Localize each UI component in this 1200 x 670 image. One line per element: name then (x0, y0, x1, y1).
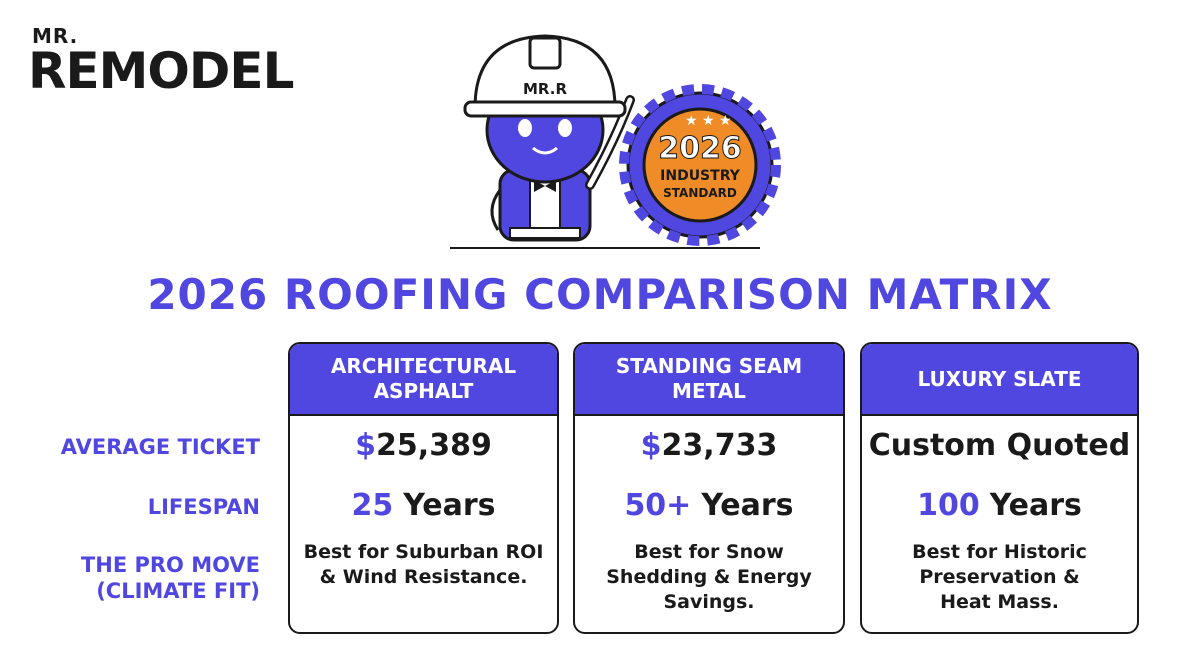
column-header-line: METAL (672, 379, 746, 403)
row-label-line: LIFESPAN (147, 495, 260, 519)
badge-line: INDUSTRY (660, 168, 741, 184)
title: 2026 ROOFING COMPARISON MATRIX (147, 270, 1053, 319)
lifespan-text: Years (989, 488, 1082, 523)
helmet-text: MR.R (523, 80, 567, 98)
column-header: LUXURY SLATE (862, 344, 1137, 416)
pro-move-cell: Best for Snow Shedding & Energy Savings. (575, 540, 843, 615)
pro-move-line: Preservation & (919, 566, 1080, 588)
pro-move-line: Best for Historic (912, 541, 1087, 563)
lifespan-accent: 50+ (624, 488, 692, 523)
pro-move-line: Best for Snow (634, 541, 784, 563)
row-label: THE PRO MOVE (CLIMATE FIT) (20, 552, 260, 604)
column-card: STANDING SEAM METAL $23,733 50+ Years Best fo… (573, 342, 845, 634)
row-label-line: THE PRO MOVE (80, 553, 260, 577)
ticket-accent: $ (355, 428, 377, 463)
pro-move-line: Best for Suburban ROI (303, 541, 544, 563)
lifespan-accent: 100 (917, 488, 980, 523)
ticket-text: 23,733 (661, 428, 778, 463)
lifespan-cell: 50+ Years (575, 488, 843, 523)
column-header-line: STANDING SEAM (615, 354, 803, 378)
pro-move-line: & Wind Resistance. (319, 566, 528, 588)
column-header-line: LUXURY SLATE (917, 366, 1082, 391)
lifespan-cell: 100 Years (862, 488, 1137, 523)
ticket-cell: Custom Quoted (862, 428, 1137, 463)
pro-move-line: Heat Mass. (940, 591, 1059, 613)
ticket-text: 25,389 (376, 428, 492, 463)
badge-year: 2026 (658, 131, 742, 166)
logo-large: REMODEL (28, 42, 294, 100)
lifespan-accent: 25 (351, 488, 394, 523)
column-header: STANDING SEAM METAL (575, 344, 843, 416)
column-card: LUXURY SLATE Custom Quoted 100 Years Best fo… (860, 342, 1139, 634)
pro-move-cell: Best for Historic Preservation & Heat Mass… (862, 540, 1137, 615)
row-label: AVERAGE TICKET (20, 434, 260, 460)
ticket-accent: $ (640, 428, 662, 463)
pro-move-line: Savings. (663, 591, 755, 613)
column-header-line: ARCHITECTURAL (330, 354, 517, 378)
ticket-text: Custom Quoted (868, 428, 1131, 463)
logo-small: MR. (32, 24, 79, 48)
row-label: LIFESPAN (20, 494, 260, 520)
column-header: ARCHITECTURAL ASPHALT (290, 344, 557, 416)
mascot-illustration: MR.R ★ ★ ★ 2026 INDUSTRY STANDARD (450, 34, 781, 249)
badge-line: STANDARD (663, 186, 737, 200)
ticket-cell: $25,389 (290, 428, 557, 463)
ticket-cell: $23,733 (575, 428, 843, 463)
row-label-line: (CLIMATE FIT) (96, 579, 260, 603)
column-header-line: ASPHALT (373, 379, 474, 403)
row-label-line: AVERAGE TICKET (60, 435, 260, 459)
lifespan-text: Years (403, 488, 496, 523)
pro-move-line: Shedding & Energy (606, 566, 812, 588)
column-card: ARCHITECTURAL ASPHALT $25,389 25 Years Best f… (288, 342, 559, 634)
lifespan-text: Years (701, 488, 794, 523)
svg-text:★ ★ ★: ★ ★ ★ (685, 113, 732, 129)
pro-move-cell: Best for Suburban ROI & Wind Resistance. (290, 540, 557, 590)
lifespan-cell: 25 Years (290, 488, 557, 523)
